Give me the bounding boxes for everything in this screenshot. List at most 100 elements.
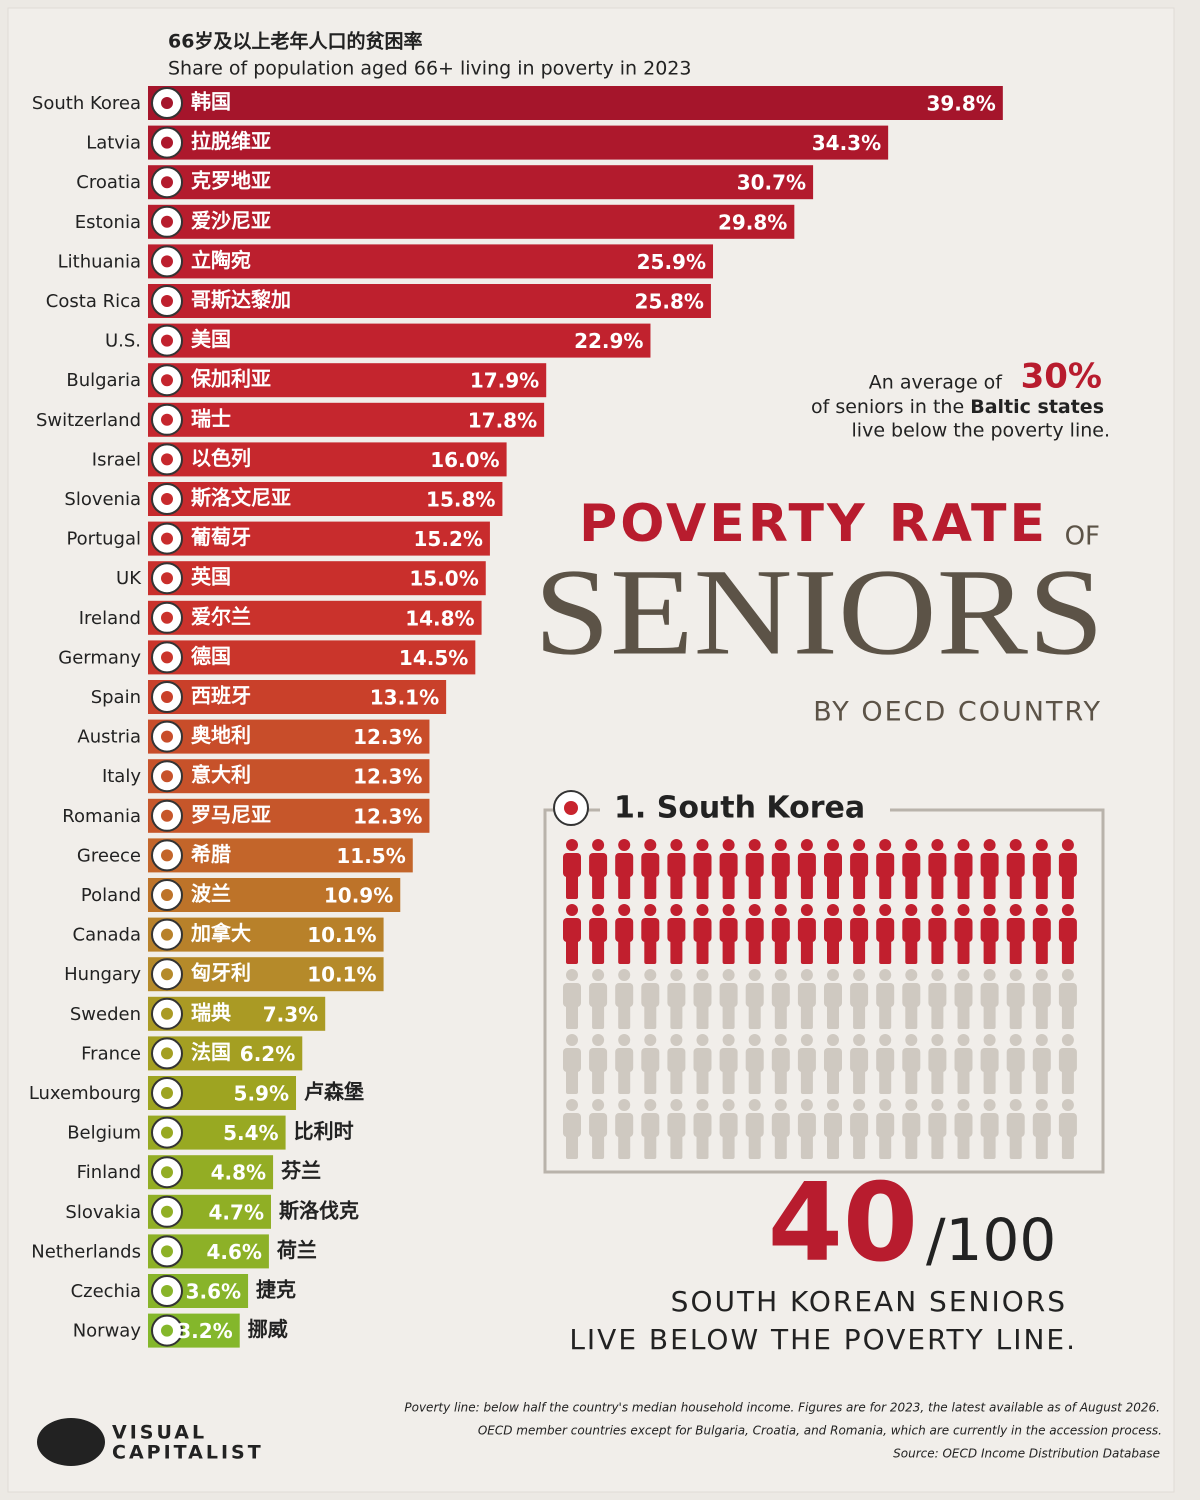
bar [148, 798, 430, 833]
person-body [719, 918, 738, 942]
person-legs [853, 873, 866, 899]
flag-icon [161, 611, 173, 624]
value-label: 15.0% [409, 567, 478, 591]
person-head [670, 839, 683, 851]
person-head [879, 839, 892, 851]
local-name: 芬兰 [281, 1159, 321, 1183]
local-name: 哥斯达黎加 [191, 288, 291, 312]
category-label: Poland [81, 885, 141, 906]
value-label: 6.2% [240, 1042, 295, 1066]
value-label: 5.4% [223, 1121, 278, 1145]
person-body [954, 1113, 973, 1137]
person-head [644, 904, 657, 916]
person-body [876, 1113, 895, 1137]
bar [148, 719, 430, 754]
flag-icon [161, 809, 173, 822]
category-label: Hungary [64, 964, 141, 985]
person-head [800, 839, 813, 851]
person-legs [853, 1068, 866, 1094]
category-label: Austria [77, 727, 141, 748]
person-icon [563, 1099, 581, 1159]
person-icon [719, 1034, 738, 1094]
person-body [589, 983, 608, 1007]
flag-icon [161, 176, 173, 189]
person-legs [931, 1068, 944, 1094]
person-icon [589, 1034, 608, 1094]
person-legs [774, 1068, 787, 1094]
person-head [774, 839, 787, 851]
person-legs [696, 873, 709, 899]
person-legs [618, 1003, 631, 1029]
person-icon [693, 969, 712, 1029]
category-label: Costa Rica [46, 291, 141, 312]
flag-icon [161, 889, 173, 901]
local-name: 意大利 [191, 763, 251, 787]
person-legs [905, 1068, 918, 1094]
person-legs [827, 938, 839, 964]
person-head [983, 904, 996, 916]
bar [148, 917, 384, 952]
person-legs [722, 938, 735, 964]
person-head [592, 969, 605, 981]
person-body [641, 918, 660, 942]
value-label: 25.9% [637, 250, 706, 274]
person-legs [905, 873, 918, 899]
person-icon [928, 1099, 947, 1159]
local-name: 罗马尼亚 [191, 802, 271, 826]
person-legs [566, 873, 578, 899]
person-legs [1035, 1068, 1048, 1094]
person-legs [618, 873, 631, 899]
person-body [797, 853, 816, 877]
value-label: 5.9% [234, 1082, 289, 1106]
value-label: 12.3% [353, 765, 422, 789]
person-body [1006, 983, 1025, 1007]
person-body [693, 1048, 712, 1072]
person-legs [1035, 938, 1048, 964]
person-legs [618, 1133, 631, 1159]
person-head [722, 1034, 735, 1046]
person-body [693, 983, 712, 1007]
person-legs [644, 873, 657, 899]
person-icon [1032, 839, 1051, 899]
person-icon [954, 839, 973, 899]
person-body [902, 853, 921, 877]
flag-icon [161, 968, 173, 981]
person-head [670, 969, 683, 981]
person-head [696, 839, 709, 851]
person-legs [592, 1003, 605, 1029]
category-label: Portugal [66, 529, 141, 550]
person-legs [644, 1133, 657, 1159]
person-head [853, 969, 866, 981]
value-label: 14.5% [399, 646, 468, 670]
value-label: 7.3% [263, 1002, 318, 1026]
person-body [876, 853, 895, 877]
annotation-emphasis: Baltic states [970, 396, 1104, 418]
person-icon [615, 1034, 634, 1094]
person-body [589, 1048, 608, 1072]
annotation-text: An average of [869, 372, 1004, 394]
person-body [1006, 853, 1025, 877]
person-body [693, 918, 712, 942]
chart-title: 66岁及以上老年人口的贫困率 [168, 30, 422, 53]
person-head [983, 839, 996, 851]
person-icon [745, 904, 764, 964]
headline: POVERTY RATE [579, 494, 1048, 554]
local-name: 英国 [191, 565, 231, 589]
person-head [696, 969, 709, 981]
value-label: 3.2% [177, 1319, 232, 1343]
person-legs [1061, 1133, 1074, 1159]
person-head [827, 969, 839, 981]
person-head [644, 1099, 657, 1111]
category-label: Ireland [79, 608, 141, 629]
person-head [1061, 904, 1074, 916]
local-name: 德国 [191, 644, 231, 668]
person-body [641, 983, 660, 1007]
flag-icon [161, 215, 173, 228]
person-body [771, 1113, 790, 1137]
person-legs [618, 1068, 631, 1094]
person-icon [641, 969, 660, 1029]
person-head [983, 1034, 996, 1046]
person-legs [800, 1068, 813, 1094]
person-body [928, 983, 947, 1007]
person-head [957, 969, 970, 981]
